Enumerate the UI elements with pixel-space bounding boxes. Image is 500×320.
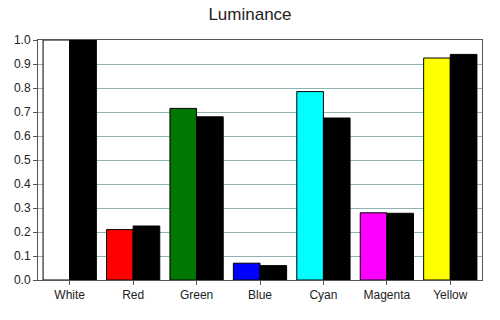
svg-text:0.5: 0.5 bbox=[14, 153, 31, 167]
svg-text:Yellow: Yellow bbox=[433, 288, 468, 302]
svg-text:0.1: 0.1 bbox=[14, 249, 31, 263]
svg-text:0.7: 0.7 bbox=[14, 105, 31, 119]
svg-text:0.2: 0.2 bbox=[14, 225, 31, 239]
svg-text:Cyan: Cyan bbox=[309, 288, 337, 302]
svg-text:Luminance: Luminance bbox=[208, 5, 291, 24]
svg-text:0.6: 0.6 bbox=[14, 129, 31, 143]
svg-text:1.0: 1.0 bbox=[14, 33, 31, 47]
svg-text:Blue: Blue bbox=[248, 288, 272, 302]
svg-text:0.8: 0.8 bbox=[14, 81, 31, 95]
svg-text:Green: Green bbox=[180, 288, 213, 302]
svg-text:0.3: 0.3 bbox=[14, 201, 31, 215]
svg-text:0.0: 0.0 bbox=[14, 273, 31, 287]
svg-text:Magenta: Magenta bbox=[364, 288, 411, 302]
svg-text:0.4: 0.4 bbox=[14, 177, 31, 191]
svg-text:0.9: 0.9 bbox=[14, 57, 31, 71]
svg-text:White: White bbox=[54, 288, 85, 302]
svg-text:Red: Red bbox=[122, 288, 144, 302]
